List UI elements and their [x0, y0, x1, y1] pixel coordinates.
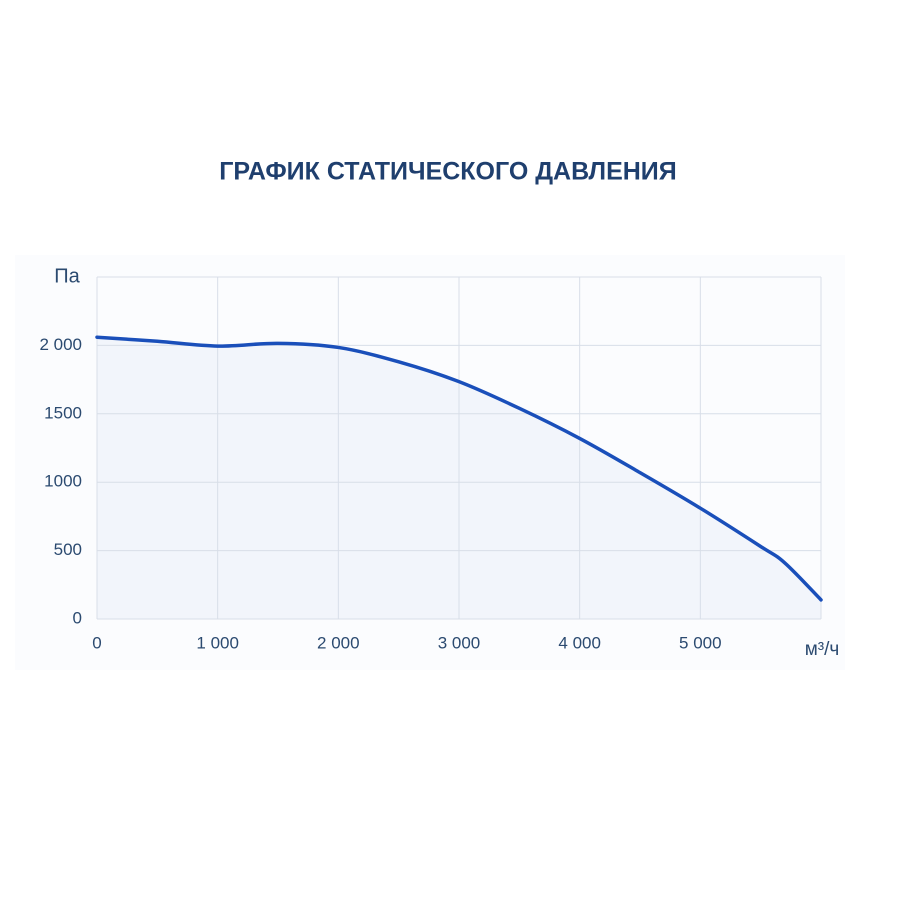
x-tick-label: 5 000 — [679, 633, 722, 652]
x-tick-label: 3 000 — [438, 633, 481, 652]
x-tick-label: 2 000 — [317, 633, 360, 652]
x-axis-label: м³/ч — [805, 639, 840, 660]
x-tick-label: 0 — [92, 633, 101, 652]
y-tick-label: 0 — [73, 608, 82, 627]
chart-title: ГРАФИК СТАТИЧЕСКОГО ДАВЛЕНИЯ — [219, 158, 677, 186]
y-tick-label: 500 — [54, 540, 82, 559]
y-tick-label: 1500 — [44, 403, 82, 422]
x-tick-label: 4 000 — [558, 633, 601, 652]
x-tick-label: 1 000 — [196, 633, 239, 652]
y-tick-label: 1000 — [44, 472, 82, 491]
y-axis-label: Па — [54, 265, 80, 287]
y-tick-label: 2 000 — [39, 335, 82, 354]
line — [95, 335, 823, 602]
